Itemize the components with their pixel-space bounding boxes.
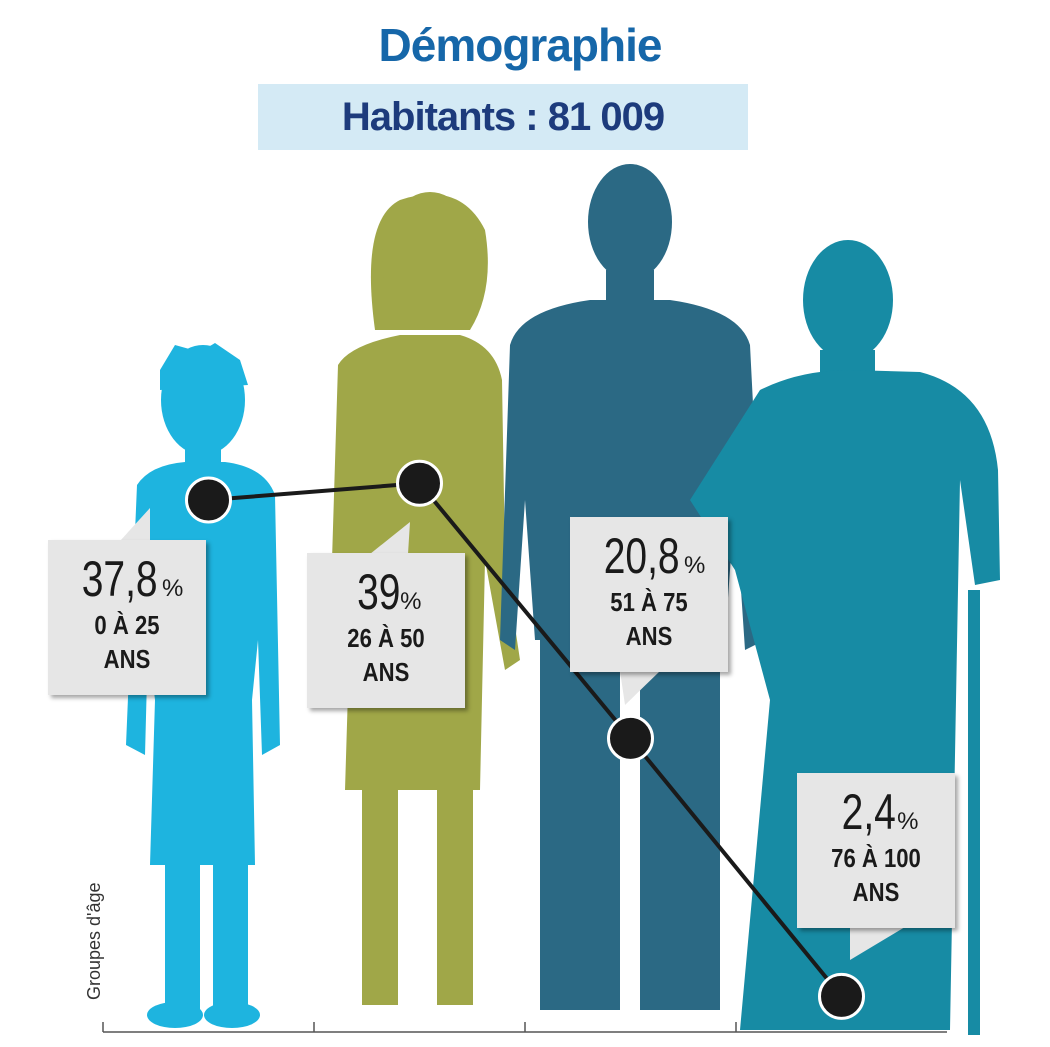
value-label: 39 (356, 564, 401, 620)
callout: 39% 26 À 50 ANS (307, 553, 465, 708)
callout-pointer (620, 671, 660, 705)
callout: 37,8% 0 À 25 ANS (48, 540, 206, 695)
point (396, 459, 443, 507)
callout-pointers (120, 508, 905, 960)
unit-label: % (400, 588, 422, 615)
callout-pointer (850, 927, 905, 960)
y-axis-label: Groupes d'âge (84, 882, 104, 1000)
data-marks (185, 459, 865, 1020)
category-label: 26 À 50 ANS (347, 623, 425, 687)
unit-label: % (683, 552, 706, 579)
point (818, 972, 865, 1020)
callout: 20,8% 51 À 75 ANS (570, 517, 728, 672)
point (185, 476, 232, 524)
callout-pointer (370, 522, 410, 554)
value-label: 37,8 (81, 551, 158, 607)
value-label: 20,8 (603, 528, 680, 584)
category-label: 76 À 100 ANS (831, 843, 921, 907)
x-axis (102, 1022, 947, 1033)
value-line: 20,8% (570, 517, 728, 585)
category-label: 51 À 75 ANS (610, 587, 688, 651)
chart-title: Démographie (378, 19, 663, 71)
callout-pointer (120, 508, 150, 541)
value-label: 2,4 (841, 784, 896, 840)
chart-subtitle: Habitants : 81 009 (258, 84, 748, 150)
callout: 2,4% 76 À 100 ANS (797, 773, 955, 928)
value-line: 39% (307, 553, 465, 621)
category-label: 0 À 25 ANS (94, 610, 160, 674)
value-line: 2,4% (797, 773, 955, 841)
point (607, 714, 654, 762)
unit-label: % (897, 808, 919, 835)
value-line: 37,8% (48, 540, 206, 608)
line (208, 481, 844, 998)
unit-label: % (161, 575, 184, 602)
